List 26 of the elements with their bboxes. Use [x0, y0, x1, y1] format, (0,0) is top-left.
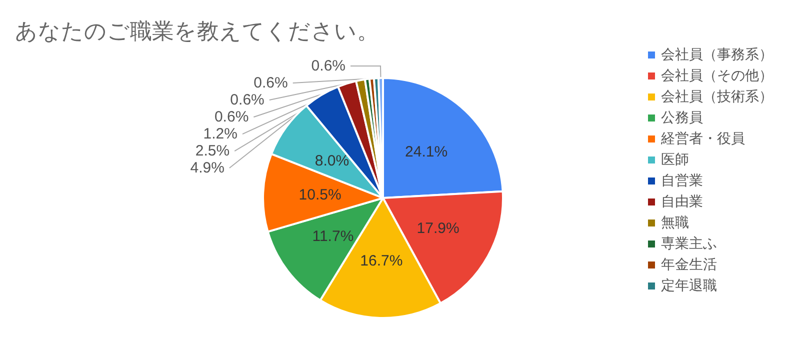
- legend-label: 会社員（事務系）: [661, 47, 773, 63]
- data-label: 0.6%: [230, 92, 264, 109]
- data-label: 24.1%: [405, 144, 448, 161]
- data-label: 0.6%: [311, 58, 346, 75]
- legend-label: 自由業: [661, 194, 703, 210]
- legend-label: 会社員（その他）: [661, 68, 773, 84]
- data-label: 0.6%: [214, 108, 249, 126]
- legend-label: 医師: [661, 152, 689, 168]
- data-label: 1.2%: [203, 126, 238, 143]
- legend-label: 公務員: [661, 110, 703, 126]
- legend-label: 専業主ふ: [661, 236, 717, 252]
- legend-label: 無職: [661, 215, 689, 231]
- data-label: 17.9%: [416, 220, 460, 238]
- data-label: 8.0%: [314, 152, 350, 170]
- data-label: 4.9%: [190, 160, 224, 177]
- legend-label: 自営業: [661, 173, 703, 189]
- legend-label: 定年退職: [661, 278, 717, 294]
- legend-label: 会社員（技術系）: [661, 89, 773, 105]
- legend-label: 経営者・役員: [660, 131, 745, 147]
- legend-label: 年金生活: [661, 257, 717, 273]
- data-label: 2.5%: [195, 142, 230, 160]
- chart-title: あなたのご職業を教えてください。: [15, 20, 379, 44]
- data-label: 10.5%: [298, 186, 342, 204]
- data-label: 0.6%: [254, 74, 288, 92]
- data-label: 16.7%: [360, 252, 403, 270]
- data-label: 11.7%: [312, 228, 354, 245]
